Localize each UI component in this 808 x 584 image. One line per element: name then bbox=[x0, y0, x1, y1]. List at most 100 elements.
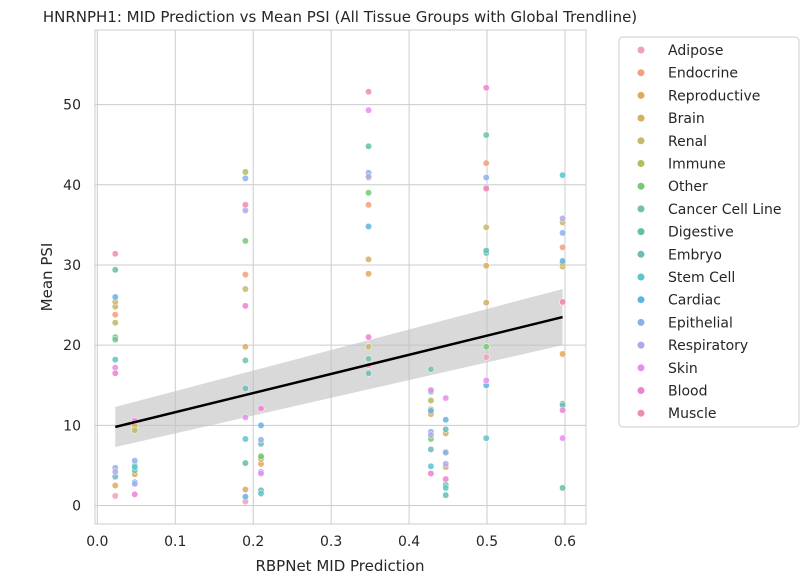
legend-marker bbox=[637, 69, 645, 77]
legend-item: Skin bbox=[637, 361, 698, 377]
data-point bbox=[241, 413, 249, 421]
legend-marker bbox=[637, 114, 645, 122]
legend-item: Immune bbox=[637, 157, 726, 173]
data-point bbox=[482, 343, 490, 351]
data-point bbox=[427, 407, 435, 415]
data-point bbox=[111, 468, 119, 476]
legend-item: Reproductive bbox=[637, 88, 760, 104]
data-point bbox=[257, 405, 265, 412]
data-point bbox=[241, 302, 249, 310]
legend-label: Digestive bbox=[668, 225, 734, 241]
legend-marker bbox=[637, 318, 645, 326]
data-point bbox=[257, 436, 265, 444]
series-stem-cell bbox=[111, 171, 567, 497]
legend-marker bbox=[637, 250, 645, 258]
legend-label: Brain bbox=[668, 111, 705, 127]
data-point bbox=[559, 434, 567, 442]
legend-item: Brain bbox=[637, 111, 705, 127]
plot-area bbox=[94, 29, 587, 525]
data-point bbox=[365, 189, 373, 197]
data-point bbox=[111, 336, 119, 344]
data-point bbox=[365, 355, 373, 363]
data-point bbox=[241, 285, 249, 293]
legend-item: Blood bbox=[637, 384, 708, 400]
trendline-line bbox=[114, 315, 563, 429]
data-point bbox=[365, 255, 373, 263]
x-axis-ticks: 0.0 0.1 0.2 0.3 0.4 0.5 0.6 bbox=[86, 534, 576, 550]
data-point bbox=[241, 168, 249, 176]
legend-item: Cancer Cell Line bbox=[637, 202, 782, 218]
data-point bbox=[241, 174, 249, 182]
data-point bbox=[241, 356, 249, 364]
data-point bbox=[365, 333, 373, 341]
y-tick-label: 40 bbox=[63, 178, 81, 194]
series-renal bbox=[111, 219, 567, 351]
data-point bbox=[442, 416, 450, 424]
legend-label: Renal bbox=[668, 134, 707, 150]
data-point bbox=[365, 106, 373, 114]
data-point bbox=[365, 142, 373, 150]
legend-label: Cancer Cell Line bbox=[668, 202, 782, 218]
legend-label: Embryo bbox=[668, 247, 722, 263]
y-tick-label: 10 bbox=[63, 418, 81, 434]
data-point bbox=[559, 298, 567, 306]
data-point bbox=[442, 460, 450, 468]
legend-item: Adipose bbox=[637, 43, 723, 59]
x-tick-label: 0.1 bbox=[164, 534, 186, 550]
data-point bbox=[427, 365, 435, 373]
x-tick-label: 0.5 bbox=[476, 534, 498, 550]
legend-marker bbox=[637, 273, 645, 281]
legend-item: Cardiac bbox=[637, 293, 721, 309]
legend-label: Respiratory bbox=[668, 338, 748, 354]
data-point bbox=[111, 482, 119, 489]
data-point bbox=[365, 369, 373, 377]
x-axis-title: RBPNet MID Prediction bbox=[255, 557, 424, 575]
series-endocrine bbox=[111, 159, 567, 319]
data-point bbox=[482, 353, 490, 361]
data-point bbox=[482, 299, 490, 307]
data-point bbox=[241, 435, 249, 443]
legend-label: Other bbox=[668, 179, 708, 195]
data-point bbox=[111, 311, 119, 319]
data-point bbox=[559, 257, 567, 265]
legend-marker bbox=[637, 91, 645, 99]
data-point bbox=[131, 480, 139, 488]
y-tick-label: 20 bbox=[63, 338, 81, 354]
data-point bbox=[427, 397, 435, 404]
data-point bbox=[559, 350, 567, 358]
data-point bbox=[111, 250, 119, 258]
legend-marker bbox=[637, 296, 645, 304]
confidence-band-area bbox=[115, 289, 563, 448]
data-point bbox=[482, 377, 490, 384]
data-point bbox=[241, 343, 249, 351]
y-tick-label: 30 bbox=[63, 258, 81, 274]
data-point bbox=[131, 490, 139, 498]
legend-item: Stem Cell bbox=[637, 270, 735, 286]
legend-marker bbox=[637, 228, 645, 236]
data-point bbox=[111, 356, 119, 364]
legend-label: Skin bbox=[668, 361, 698, 377]
legend-label: Stem Cell bbox=[668, 270, 735, 286]
legend-marker bbox=[637, 364, 645, 372]
series-epithelial bbox=[111, 169, 567, 472]
legend-item: Digestive bbox=[637, 225, 734, 241]
y-tick-label: 50 bbox=[63, 98, 81, 114]
series-cardiac bbox=[111, 223, 567, 501]
data-point bbox=[257, 421, 265, 429]
data-point bbox=[559, 484, 567, 492]
data-point bbox=[482, 174, 490, 182]
data-point bbox=[482, 434, 490, 442]
data-point bbox=[365, 88, 373, 96]
data-point bbox=[241, 493, 249, 501]
legend-marker bbox=[637, 205, 645, 213]
legend-label: Endocrine bbox=[668, 66, 738, 82]
legend-marker bbox=[637, 182, 645, 190]
data-point bbox=[427, 462, 435, 470]
data-point bbox=[442, 484, 450, 492]
data-point bbox=[111, 319, 119, 327]
data-point bbox=[482, 84, 490, 92]
data-point bbox=[111, 266, 119, 274]
data-point bbox=[365, 201, 373, 209]
series-blood bbox=[111, 84, 567, 498]
data-point bbox=[442, 394, 450, 402]
